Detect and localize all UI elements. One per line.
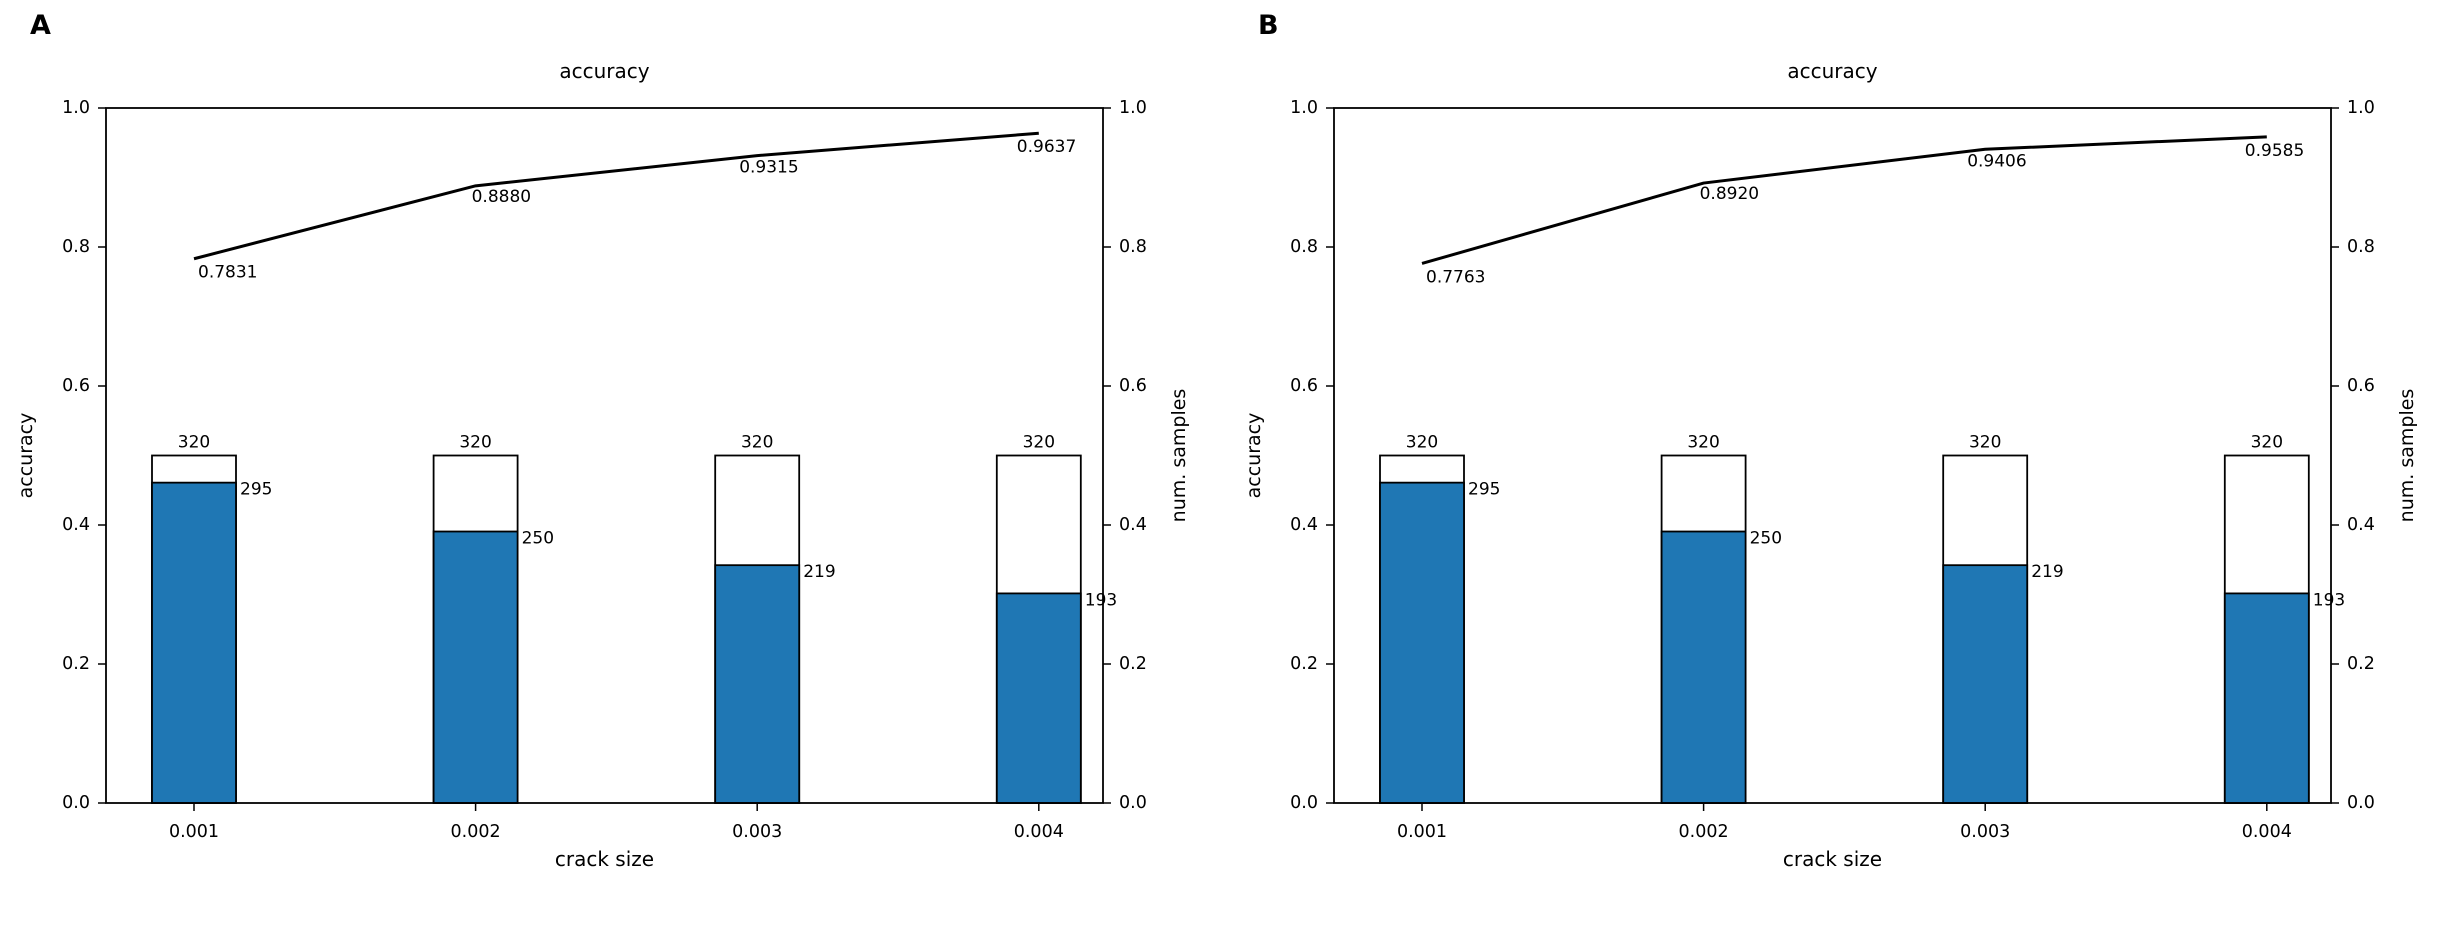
x-tick-label: 0.002: [1679, 822, 1729, 842]
bar-correct-label: 193: [1085, 590, 1117, 610]
bar-correct: [995, 592, 1082, 804]
y-tick-label-right: 0.2: [2347, 654, 2375, 674]
y-axis-label-right: num. samples: [2396, 389, 2418, 523]
accuracy-line: [1421, 135, 2267, 265]
bar-correct-label: 250: [522, 529, 554, 549]
plot-border: [105, 107, 1104, 804]
x-axis-label: crack size: [555, 847, 654, 871]
y-tick-label-right: 0.6: [1119, 376, 1147, 396]
x-tick-label: 0.003: [732, 822, 782, 842]
x-tick-label: 0.001: [169, 822, 219, 842]
y-tick-label-left: 1.0: [1290, 98, 1318, 118]
y-tick-label-left: 0.4: [62, 515, 90, 535]
bar-correct: [1942, 564, 2029, 804]
x-tick-label: 0.004: [2242, 822, 2292, 842]
y-tick-label-right: 0.8: [2347, 237, 2375, 257]
accuracy-point-label: 0.7831: [198, 263, 257, 283]
bar-total-label: 320: [1969, 433, 2001, 453]
bar-total-label: 320: [1406, 433, 1438, 453]
y-tick-label-left: 0.6: [62, 376, 90, 396]
bar-total-label: 320: [178, 433, 210, 453]
y-tick-label-left: 0.0: [62, 793, 90, 813]
bar-correct-label: 295: [1468, 480, 1500, 500]
y-tick-label-right: 0.6: [2347, 376, 2375, 396]
bar-correct: [432, 530, 519, 804]
y-tick-label-left: 0.6: [1290, 376, 1318, 396]
bar-correct-label: 219: [803, 562, 835, 582]
y-tick-label-right: 0.0: [1119, 793, 1147, 813]
accuracy-point-label: 0.9585: [2245, 141, 2304, 161]
y-tick-label-right: 0.4: [1119, 515, 1147, 535]
accuracy-point-label: 0.8880: [472, 187, 531, 207]
x-tick-label: 0.001: [1397, 822, 1447, 842]
y-tick-label-left: 0.8: [62, 237, 90, 257]
y-tick-label-left: 0.0: [1290, 793, 1318, 813]
bar-correct: [2223, 592, 2310, 804]
bar-correct-label: 219: [2031, 562, 2063, 582]
y-axis-label-right: num. samples: [1168, 389, 1190, 523]
panel-label-a: A: [30, 10, 51, 41]
y-tick-label-right: 1.0: [1119, 98, 1147, 118]
y-tick-label-left: 0.4: [1290, 515, 1318, 535]
y-tick-label-right: 0.0: [2347, 793, 2375, 813]
accuracy-point-label: 0.9315: [739, 158, 798, 178]
accuracy-point-label: 0.7763: [1426, 267, 1485, 287]
y-axis-label-left: accuracy: [1243, 413, 1265, 499]
bar-correct-label: 250: [1750, 529, 1782, 549]
panel-a: A 320 295 0.001 320 250 0.002 320 219 0.003 320 19…: [15, 10, 1190, 871]
accuracy-point-label: 0.8920: [1700, 184, 1759, 204]
x-axis-label: crack size: [1783, 847, 1882, 871]
bar-total-label: 320: [741, 433, 773, 453]
bar-total-label: 320: [459, 433, 491, 453]
chart-title: accuracy: [1787, 59, 1877, 83]
bar-correct: [1660, 530, 1747, 804]
x-tick-label: 0.003: [1960, 822, 2010, 842]
y-tick-label-right: 1.0: [2347, 98, 2375, 118]
bar-total-label: 320: [1023, 433, 1055, 453]
bar-correct: [1379, 481, 1465, 804]
y-tick-label-left: 1.0: [62, 98, 90, 118]
y-tick-label-right: 0.4: [2347, 515, 2375, 535]
bar-correct-label: 193: [2313, 590, 2345, 610]
bar-total-label: 320: [1687, 433, 1719, 453]
bar-correct: [714, 564, 801, 804]
y-tick-label-right: 0.8: [1119, 237, 1147, 257]
x-tick-label: 0.002: [451, 822, 501, 842]
y-tick-label-left: 0.2: [62, 654, 90, 674]
bar-total-label: 320: [2251, 433, 2283, 453]
y-tick-label-left: 0.2: [1290, 654, 1318, 674]
chart-title: accuracy: [559, 59, 649, 83]
plot-border: [1333, 107, 2332, 804]
accuracy-point-label: 0.9637: [1017, 137, 1076, 157]
panel-b: B 320 295 0.001 320 250 0.002 320 219 0.003 320 19…: [1228, 0, 2456, 930]
bar-correct-label: 295: [240, 480, 272, 500]
bar-correct: [151, 481, 237, 804]
y-tick-label-left: 0.8: [1290, 237, 1318, 257]
accuracy-point-label: 0.9406: [1967, 151, 2026, 171]
accuracy-line: [193, 131, 1039, 261]
y-axis-label-left: accuracy: [15, 413, 37, 499]
chart-b: 320 295 0.001 320 250 0.002 320 219 0.003 320 193 0…: [1243, 59, 2418, 871]
y-tick-label-right: 0.2: [1119, 654, 1147, 674]
chart-a: 320 295 0.001 320 250 0.002 320 219 0.003 320 193 0…: [15, 59, 1190, 871]
panel-label-b: B: [1258, 10, 1279, 41]
x-tick-label: 0.004: [1014, 822, 1064, 842]
